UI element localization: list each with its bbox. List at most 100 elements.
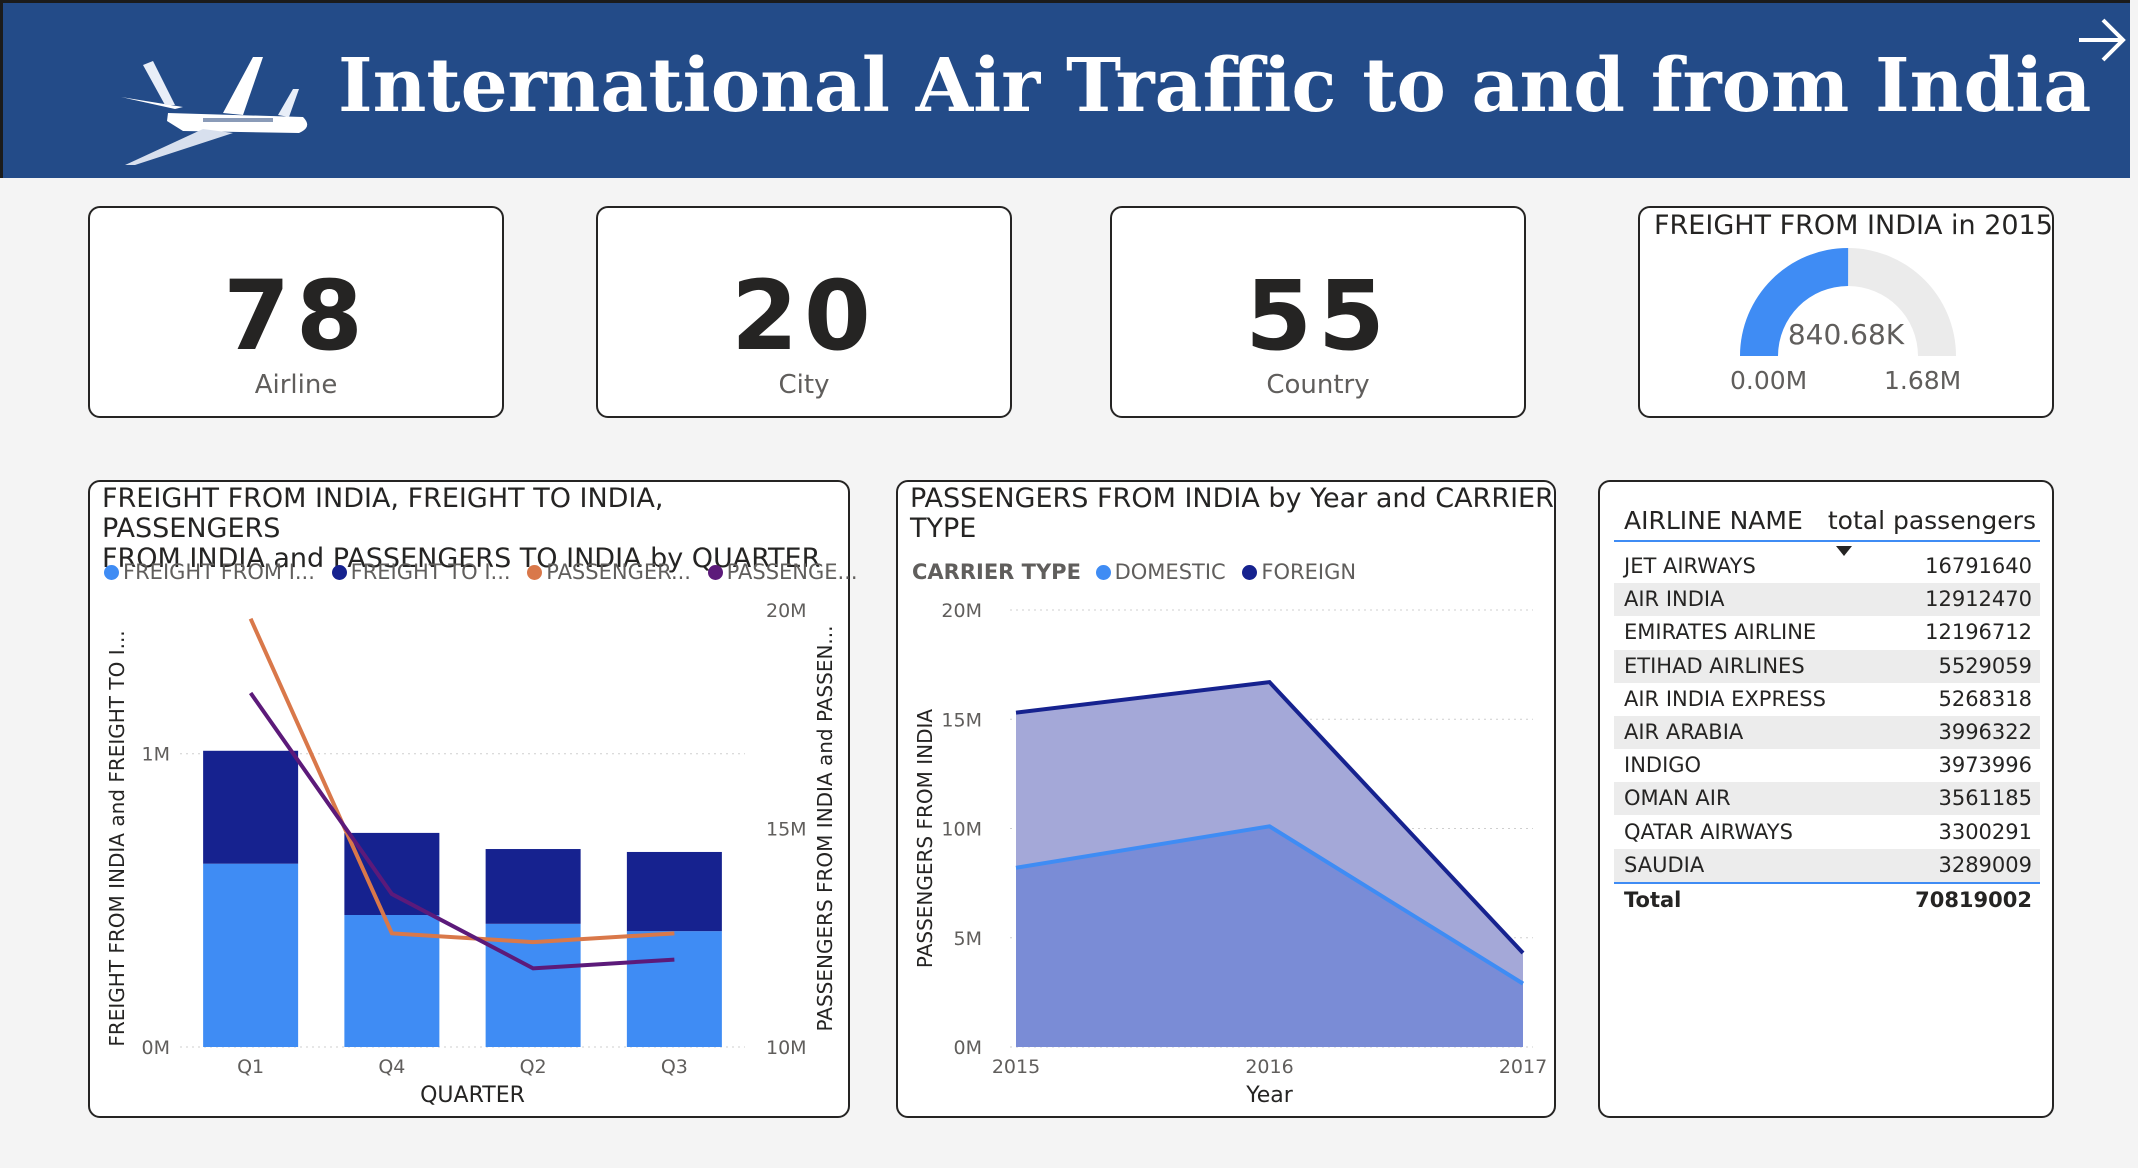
area-fill: [1016, 826, 1523, 1047]
passenger-count-cell: 3996322: [1938, 720, 2032, 744]
series-line: [1015, 679, 1525, 955]
airline-table-card: AIRLINE NAME total passengers JET AIRWAY…: [1598, 480, 2054, 1118]
bar-segment: [485, 849, 581, 924]
kpi-card-city: 20 City: [596, 206, 1012, 418]
airline-name-cell: SAUDIA: [1624, 852, 1705, 877]
passenger-count-cell: 5268318: [1938, 686, 2032, 711]
legend-title: CARRIER TYPE: [912, 560, 1081, 584]
chart-title-line: PASSENGERS FROM INDIA by Year and CARRIE…: [910, 483, 1554, 514]
airline-name-cell: ETIHAD AIRLINES: [1624, 653, 1805, 678]
table-total-row: Total 70819002: [1614, 882, 2040, 918]
legend-label: PASSENGE...: [726, 560, 858, 584]
chart-title: FREIGHT FROM INDIA, FREIGHT TO INDIA, PA…: [102, 484, 848, 574]
sort-descending-icon[interactable]: [1836, 546, 1852, 556]
bar-segment: [485, 923, 581, 1047]
passenger-count-cell: 3289009: [1938, 852, 2032, 877]
passenger-count-cell: 12196712: [1925, 620, 2032, 645]
column-header-airline-name[interactable]: AIRLINE NAME: [1624, 506, 1803, 535]
carrier-area-chart-card: PASSENGERS FROM INDIA by Year and CARRIE…: [896, 480, 1556, 1118]
x-tick-label: 2016: [1245, 1056, 1293, 1078]
x-tick-label: Q1: [237, 1056, 264, 1078]
y-right-tick-label: 20M: [766, 600, 807, 622]
y-tick-label: 5M: [954, 928, 982, 950]
chart-legend: CARRIER TYPE DOMESTIC FOREIGN: [912, 560, 1366, 584]
table-row[interactable]: AIR ARABIA 3996322: [1614, 716, 2040, 749]
series-line: [1015, 824, 1525, 986]
column-header-total-passengers[interactable]: total passengers: [1827, 506, 2036, 535]
airline-name-cell: AIR INDIA: [1624, 587, 1725, 612]
legend-item[interactable]: FOREIGN: [1242, 560, 1356, 584]
airline-name-cell: INDIGO: [1624, 753, 1702, 778]
y-right-axis-title: PASSENGERS FROM INDIA and PASSEN...: [813, 626, 837, 1032]
legend-label: PASSENGER...: [546, 560, 691, 584]
y-tick-label: 0M: [954, 1037, 982, 1059]
chart-title-line: FREIGHT FROM INDIA, FREIGHT TO INDIA, PA…: [102, 483, 664, 544]
airline-name-cell: QATAR AIRWAYS: [1624, 819, 1793, 844]
kpi-value: 55: [1245, 260, 1391, 372]
arrow-right-icon[interactable]: [2075, 13, 2129, 67]
y-tick-label: 20M: [941, 600, 982, 622]
legend-item[interactable]: PASSENGER...: [527, 560, 691, 584]
x-axis-title: Year: [1245, 1083, 1294, 1108]
airline-name-cell: AIR ARABIA: [1624, 720, 1744, 744]
passenger-count-cell: 3300291: [1938, 819, 2032, 844]
gauge-fill: [1740, 248, 1849, 356]
bar-segment: [203, 863, 299, 1047]
kpi-value: 78: [223, 260, 369, 372]
passenger-count-cell: 3973996: [1938, 753, 2032, 778]
chart-title: PASSENGERS FROM INDIA by Year and CARRIE…: [910, 484, 1554, 544]
gauge-value: 840.68K: [1787, 318, 1905, 351]
kpi-card-country: 55 Country: [1110, 206, 1526, 418]
gauge-max-label: 1.68M: [1884, 366, 1962, 395]
table-row[interactable]: JET AIRWAYS 16791640: [1614, 550, 2040, 583]
y-tick-label: 0M: [142, 1037, 170, 1059]
y-right-tick-label: 10M: [766, 1037, 807, 1059]
kpi-card-airline: 78 Airline: [88, 206, 504, 418]
bar-segment: [626, 851, 722, 932]
page-title: International Air Traffic to and from In…: [338, 43, 2092, 129]
x-tick-label: Q3: [661, 1056, 688, 1078]
bar-segment: [626, 931, 722, 1047]
legend-label: FOREIGN: [1261, 560, 1357, 584]
total-label: Total: [1624, 888, 1682, 912]
table-row[interactable]: OMAN AIR 3561185: [1614, 782, 2040, 816]
passenger-count-cell: 5529059: [1938, 653, 2032, 678]
kpi-label: Country: [1266, 370, 1370, 400]
series-line: [248, 617, 675, 945]
bar-segment: [203, 750, 299, 864]
legend-label: FREIGHT FROM I...: [123, 560, 315, 584]
y-right-tick-label: 15M: [766, 819, 807, 841]
gauge-card: FREIGHT FROM INDIA in 2015 840.68K 0.00M…: [1638, 206, 2054, 418]
legend-label: FREIGHT TO I...: [350, 560, 511, 584]
x-axis-title: QUARTER: [420, 1083, 525, 1108]
table-row[interactable]: ETIHAD AIRLINES 5529059: [1614, 649, 2040, 683]
chart-legend: FREIGHT FROM I... FREIGHT TO I... PASSEN…: [104, 560, 868, 584]
airplane-icon: [121, 57, 308, 165]
series-line: [248, 691, 675, 971]
passenger-count-cell: 3561185: [1938, 786, 2032, 811]
table-row[interactable]: AIR INDIA 12912470: [1614, 583, 2040, 617]
legend-item[interactable]: PASSENGE...: [707, 560, 858, 584]
x-tick-label: Q4: [378, 1056, 405, 1078]
legend-item[interactable]: DOMESTIC: [1095, 560, 1226, 584]
table-row[interactable]: QATAR AIRWAYS 3300291: [1614, 816, 2040, 849]
gauge-min-label: 0.00M: [1730, 366, 1808, 395]
table-row[interactable]: SAUDIA 3289009: [1614, 848, 2040, 882]
area-chart-plot: 0M 5M 10M 15M 20M 2015 2016 2017 Year PASSENGERS …: [913, 600, 1547, 1108]
airline-name-cell: JET AIRWAYS: [1624, 554, 1756, 578]
x-tick-label: 2015: [992, 1056, 1040, 1078]
legend-item[interactable]: FREIGHT TO I...: [331, 560, 511, 584]
y-axis-title: PASSENGERS FROM INDIA: [913, 709, 937, 968]
total-value: 70819002: [1915, 888, 2032, 912]
passenger-count-cell: 12912470: [1925, 587, 2032, 612]
table-row[interactable]: AIR INDIA EXPRESS 5268318: [1614, 683, 2040, 716]
quarter-combo-chart-card: FREIGHT FROM INDIA, FREIGHT TO INDIA, PA…: [88, 480, 858, 1118]
table-row[interactable]: INDIGO 3973996: [1614, 749, 2040, 782]
chart-title-line: FROM INDIA and PASSENGERS TO INDIA by QU…: [102, 543, 821, 574]
x-tick-label: Q2: [520, 1056, 547, 1078]
report-header: International Air Traffic to and from In…: [0, 0, 2130, 178]
table-row[interactable]: EMIRATES AIRLINE 12196712: [1614, 616, 2040, 649]
passenger-count-cell: 16791640: [1925, 554, 2032, 578]
legend-item[interactable]: FREIGHT FROM I...: [104, 560, 315, 584]
header-divider: [1614, 540, 2040, 542]
